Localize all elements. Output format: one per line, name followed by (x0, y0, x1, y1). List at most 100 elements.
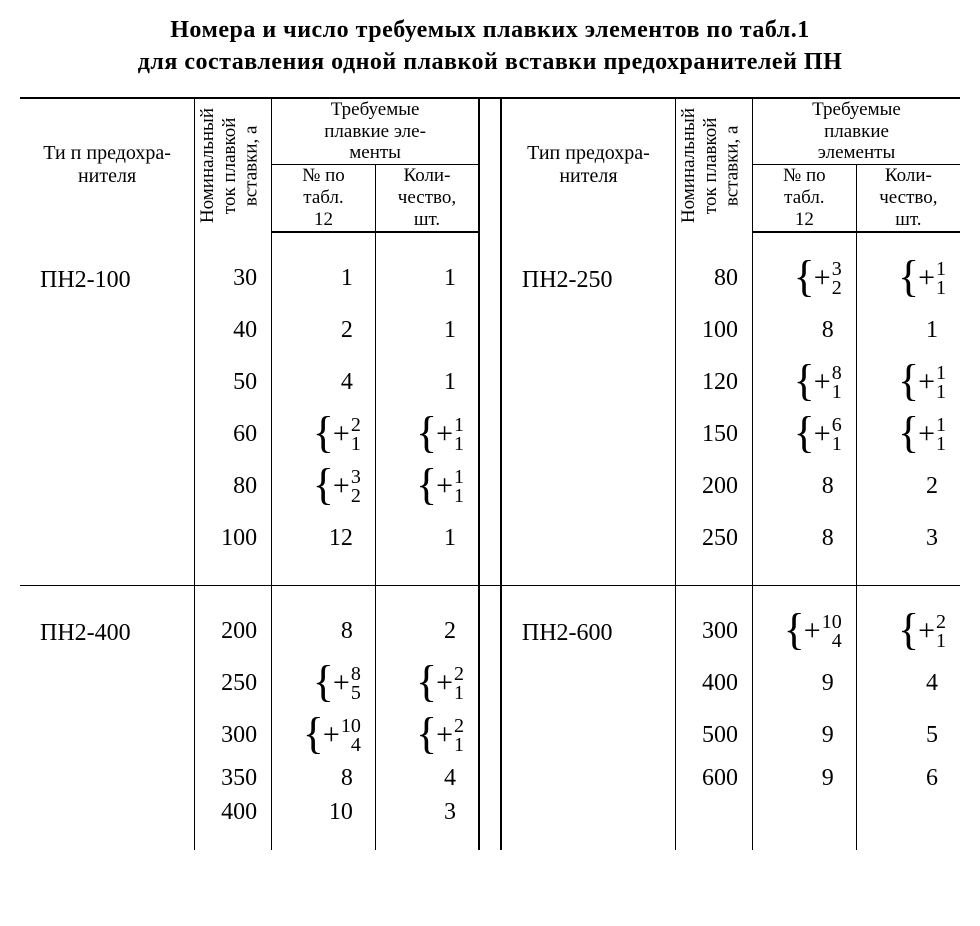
quantity: { + 11 (856, 409, 960, 461)
gutter (479, 658, 501, 710)
hdr-type-right: Тип предохра- нителя (501, 98, 676, 232)
table-no: 9 (753, 710, 857, 762)
table-no: { + 104 (753, 606, 857, 658)
hdr-no-right: № по табл. 12 (753, 165, 857, 232)
stacked-value: { + 81 (753, 364, 856, 402)
nominal-current: 200 (195, 606, 272, 658)
nominal-current: 40 (195, 305, 272, 357)
table-body: ПН2-1003011ПН2-25080 { + 32 { + 11 40211… (20, 232, 960, 850)
table-no: 8 (272, 762, 376, 796)
gutter (479, 796, 501, 830)
table-no: 8 (753, 461, 857, 513)
quantity: 2 (856, 461, 960, 513)
nominal-current: 80 (676, 253, 753, 305)
table-no: { + 81 (753, 357, 857, 409)
stacked-value: { + 61 (753, 416, 856, 454)
nominal-current: 400 (676, 658, 753, 710)
hdr-type-left: Ти п предохра- нителя (20, 98, 195, 232)
stacked-value: { + 21 (272, 416, 375, 454)
stacked-value: { + 11 (857, 260, 960, 298)
fuse-type: ПН2-400 (20, 606, 195, 830)
nominal-current: 150 (676, 409, 753, 461)
quantity: { + 21 (856, 606, 960, 658)
page-title: Номера и число требуемых плавких элемент… (20, 14, 960, 79)
hdr-group-left: Требуемые плавкие эле- менты (272, 98, 479, 165)
gutter (479, 461, 501, 513)
stacked-value: { + 11 (376, 416, 478, 454)
nominal-current: 250 (195, 658, 272, 710)
hdr-qty-right: Коли- чество, шт. (856, 165, 960, 232)
fuse-table: Ти п предохра- нителя Номинальный ток пл… (20, 97, 960, 850)
nominal-current: 300 (195, 710, 272, 762)
title-line-2: для составления одной плавкой вставки пр… (138, 49, 842, 75)
gutter (479, 305, 501, 357)
quantity: 1 (375, 357, 479, 409)
nominal-current: 60 (195, 409, 272, 461)
quantity: 3 (856, 513, 960, 565)
stacked-value: { + 11 (857, 364, 960, 402)
table-no: 9 (753, 658, 857, 710)
table-no: 1 (272, 253, 376, 305)
gutter (479, 253, 501, 305)
fuse-type: ПН2-250 (501, 253, 676, 565)
table-no: 8 (753, 513, 857, 565)
stacked-value: { + 21 (376, 717, 478, 755)
nominal-current: 30 (195, 253, 272, 305)
empty (856, 796, 960, 830)
nominal-current: 500 (676, 710, 753, 762)
table-no: { + 61 (753, 409, 857, 461)
fuse-type: ПН2-100 (20, 253, 195, 565)
quantity: { + 11 (856, 253, 960, 305)
gutter (479, 513, 501, 565)
title-line-1: Номера и число требуемых плавких элемент… (170, 17, 809, 43)
table-no: 4 (272, 357, 376, 409)
gutter (479, 762, 501, 796)
hdr-nominal-left: Номинальный ток плавкой вставки, а (195, 98, 272, 232)
quantity: { + 21 (375, 710, 479, 762)
table-no: { + 32 (753, 253, 857, 305)
quantity: { + 11 (856, 357, 960, 409)
gutter (479, 409, 501, 461)
table-no: 2 (272, 305, 376, 357)
nominal-current: 50 (195, 357, 272, 409)
hdr-nominal-right: Номинальный ток плавкой вставки, а (676, 98, 753, 232)
table-no: 12 (272, 513, 376, 565)
quantity: 1 (856, 305, 960, 357)
stacked-value: { + 32 (272, 468, 375, 506)
fuse-type: ПН2-600 (501, 606, 676, 830)
table-no: { + 85 (272, 658, 376, 710)
table-row: ПН2-1003011ПН2-25080 { + 32 { + 11 (20, 253, 960, 305)
nominal-current: 100 (195, 513, 272, 565)
stacked-value: { + 85 (272, 665, 375, 703)
stacked-value: { + 21 (857, 613, 960, 651)
quantity: 5 (856, 710, 960, 762)
nominal-current: 600 (676, 762, 753, 796)
quantity: 3 (375, 796, 479, 830)
nominal-current: 100 (676, 305, 753, 357)
stacked-value: { + 104 (272, 717, 375, 755)
nominal-current: 120 (676, 357, 753, 409)
table-no: { + 21 (272, 409, 376, 461)
hdr-qty-left: Коли- чество, шт. (375, 165, 479, 232)
stacked-value: { + 104 (753, 613, 856, 651)
stacked-value: { + 32 (753, 260, 856, 298)
gutter (479, 357, 501, 409)
table-no: { + 104 (272, 710, 376, 762)
nominal-current: 350 (195, 762, 272, 796)
hdr-no-left: № по табл. 12 (272, 165, 376, 232)
table-no: 8 (753, 305, 857, 357)
table-no: 8 (272, 606, 376, 658)
nominal-current: 300 (676, 606, 753, 658)
quantity: { + 11 (375, 409, 479, 461)
quantity: 1 (375, 253, 479, 305)
stacked-value: { + 11 (857, 416, 960, 454)
hdr-group-right: Требуемые плавкие элементы (753, 98, 960, 165)
table-no: 9 (753, 762, 857, 796)
quantity: 6 (856, 762, 960, 796)
nominal-current: 200 (676, 461, 753, 513)
gutter (479, 710, 501, 762)
nominal-current: 400 (195, 796, 272, 830)
table-row: ПН2-40020082ПН2-600300 { + 104 { + 21 (20, 606, 960, 658)
quantity: 4 (375, 762, 479, 796)
hdr-gutter (479, 98, 501, 232)
